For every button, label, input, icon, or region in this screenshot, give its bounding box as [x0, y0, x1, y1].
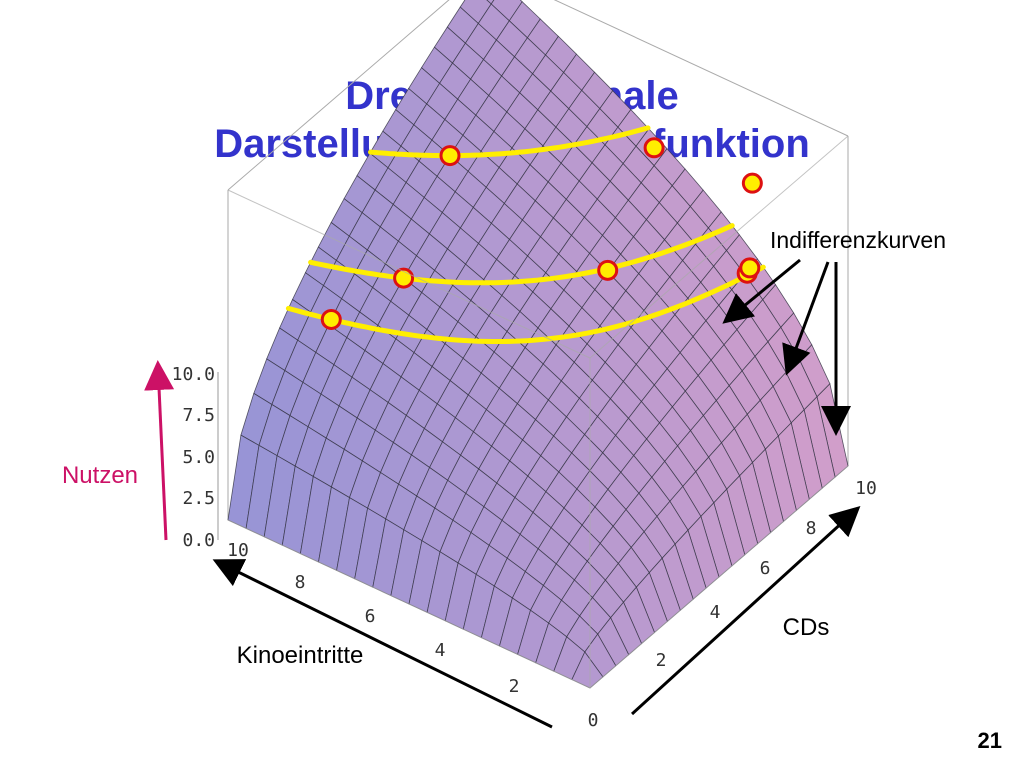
kinoeintritte-axis-arrow	[212, 559, 553, 729]
z-axis: 0.0 2.5 5.0 7.5 10.0	[172, 364, 219, 551]
box-edge	[589, 465, 849, 689]
cds-axis-arrow	[630, 505, 861, 716]
indifference-curve	[368, 125, 651, 159]
cds-label: CDs	[783, 614, 830, 641]
indifference-marker	[320, 308, 342, 330]
x-tick-label: 10	[227, 540, 249, 561]
indifference-curve	[285, 264, 766, 344]
x-tick-label: 6	[365, 606, 376, 627]
z-tick-label: 7.5	[182, 405, 215, 426]
z-tick-label: 2.5	[182, 488, 215, 509]
indifference-marker	[741, 172, 763, 194]
x-tick-label: 8	[295, 572, 306, 593]
indifference-curve	[308, 223, 735, 286]
indifference-marker	[597, 259, 619, 281]
z-tick-label: 5.0	[182, 447, 215, 468]
surface-mesh	[227, 0, 849, 689]
x-tick-label: 2	[509, 676, 520, 697]
y-tick-label: 4	[710, 602, 721, 623]
annotation-arrow-1	[722, 258, 801, 324]
x-tick-label: 4	[435, 640, 446, 661]
y-tick-label: 6	[760, 558, 771, 579]
surface-cell	[486, 0, 495, 5]
y-axis: 0 2 4 6 8 10	[588, 478, 877, 731]
x-axis: 10 8 6 4 2	[227, 540, 519, 697]
nutzen-label: Nutzen	[62, 462, 138, 489]
y-tick-label: 2	[656, 650, 667, 671]
box-edge	[589, 135, 849, 359]
box-edge	[553, 0, 849, 137]
nutzen-axis-arrow	[144, 360, 175, 541]
y-tick-label: 8	[806, 518, 817, 539]
kinoeintritte-label: Kinoeintritte	[237, 642, 364, 669]
annotation-arrow-2	[782, 261, 830, 376]
z-tick-label: 10.0	[172, 364, 215, 385]
indifference-marker	[439, 145, 461, 167]
box-edge	[227, 189, 591, 359]
box-edge	[227, 0, 450, 191]
z-tick-label: 0.0	[182, 530, 215, 551]
box-edge	[227, 519, 591, 689]
y-tick-label: 10	[855, 478, 877, 499]
indifferenzkurven-label: Indifferenzkurven	[770, 227, 946, 253]
page-number: 21	[977, 728, 1002, 753]
indifference-marker	[739, 257, 761, 279]
indifference-marker	[643, 137, 665, 159]
y-tick-label: 0	[588, 710, 599, 731]
bounding-box-front	[227, 135, 849, 689]
indifference-curves	[285, 125, 766, 344]
